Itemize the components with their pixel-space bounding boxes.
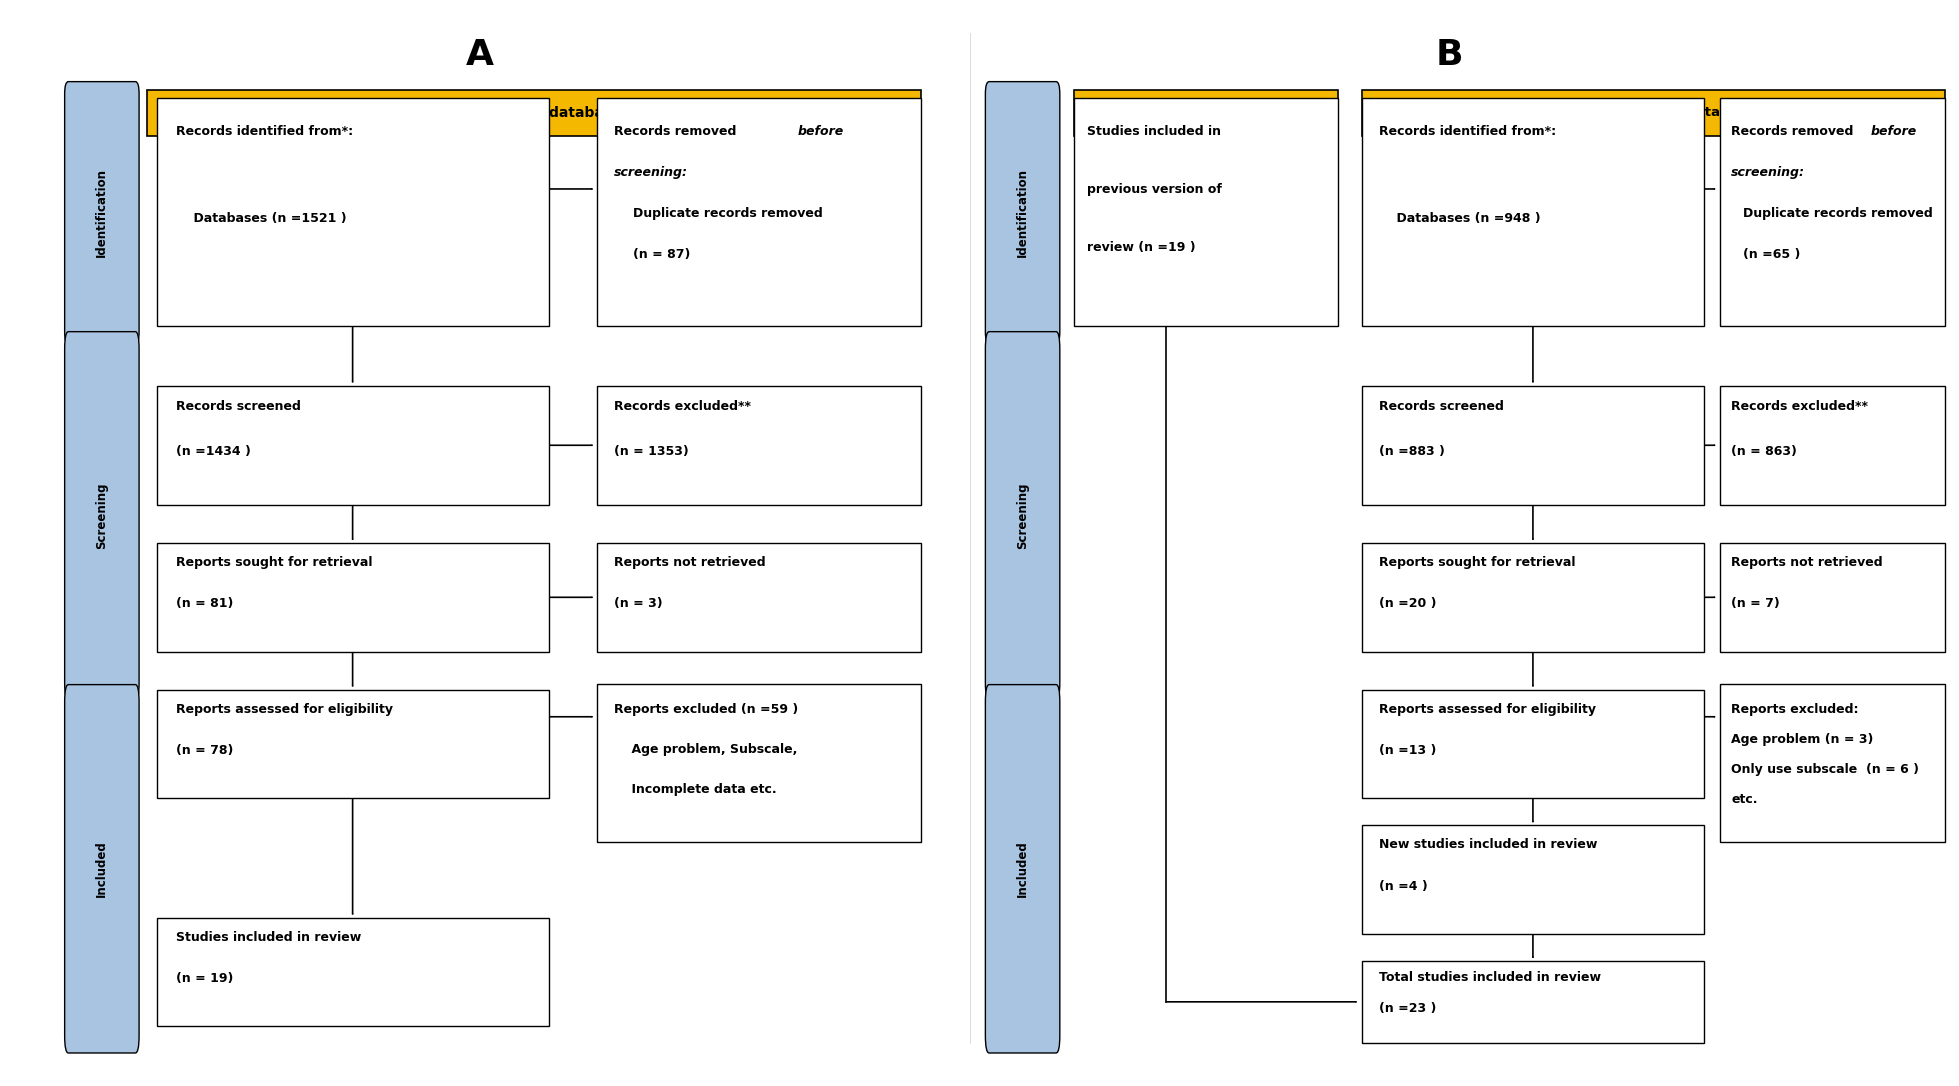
Text: Records excluded**: Records excluded** (613, 400, 750, 413)
FancyBboxPatch shape (157, 918, 549, 1026)
Text: Identification of new studies via databases and registers: Identification of new studies via databa… (1440, 106, 1867, 119)
Text: Duplicate records removed: Duplicate records removed (633, 207, 823, 220)
FancyBboxPatch shape (65, 684, 139, 1053)
Text: A: A (466, 38, 494, 72)
FancyBboxPatch shape (985, 331, 1060, 700)
Text: Records excluded**: Records excluded** (1732, 400, 1869, 413)
Text: (n =13 ): (n =13 ) (1379, 744, 1436, 757)
Text: etc.: etc. (1732, 793, 1757, 806)
Text: (n = 7): (n = 7) (1732, 597, 1781, 610)
Text: (n =65 ): (n =65 ) (1744, 249, 1800, 262)
FancyBboxPatch shape (65, 331, 139, 700)
FancyBboxPatch shape (147, 90, 921, 136)
FancyBboxPatch shape (1074, 90, 1338, 136)
Text: (n =23 ): (n =23 ) (1379, 1001, 1436, 1014)
Text: Reports sought for retrieval: Reports sought for retrieval (1379, 556, 1575, 569)
Text: Identification: Identification (96, 168, 108, 257)
FancyBboxPatch shape (597, 386, 921, 505)
Text: Incomplete data etc.: Incomplete data etc. (613, 783, 776, 796)
Text: Reports sought for retrieval: Reports sought for retrieval (176, 556, 372, 569)
Text: Reports not retrieved: Reports not retrieved (1732, 556, 1883, 569)
Text: Studies included in: Studies included in (1087, 125, 1220, 138)
Text: previous version of: previous version of (1087, 182, 1222, 195)
FancyBboxPatch shape (1362, 98, 1704, 326)
FancyBboxPatch shape (985, 81, 1060, 344)
Text: (n = 19): (n = 19) (176, 972, 233, 985)
FancyBboxPatch shape (597, 543, 921, 652)
Text: before: before (1871, 125, 1918, 138)
Text: review (n =19 ): review (n =19 ) (1087, 241, 1195, 254)
Text: Reports excluded (n =59 ): Reports excluded (n =59 ) (613, 703, 797, 716)
Text: Databases (n =1521 ): Databases (n =1521 ) (176, 212, 347, 225)
Text: before: before (797, 125, 844, 138)
FancyBboxPatch shape (597, 98, 921, 326)
Text: (n =20 ): (n =20 ) (1379, 597, 1436, 610)
Text: Records screened: Records screened (176, 400, 302, 413)
FancyBboxPatch shape (1720, 684, 1945, 842)
Text: (n = 81): (n = 81) (176, 597, 233, 610)
FancyBboxPatch shape (1362, 690, 1704, 798)
Text: Previous studies: Previous studies (1144, 106, 1267, 119)
Text: Studies included in review: Studies included in review (176, 931, 362, 944)
Text: Included: Included (1017, 841, 1028, 897)
FancyBboxPatch shape (1720, 386, 1945, 505)
Text: Identification of studies via databases and registers: Identification of studies via databases … (329, 106, 739, 119)
FancyBboxPatch shape (157, 690, 549, 798)
Text: Reports not retrieved: Reports not retrieved (613, 556, 766, 569)
Text: (n = 87): (n = 87) (633, 249, 690, 262)
Text: Records identified from*:: Records identified from*: (1379, 125, 1555, 138)
Text: Total studies included in review: Total studies included in review (1379, 971, 1601, 984)
Text: Records screened: Records screened (1379, 400, 1503, 413)
FancyBboxPatch shape (1362, 543, 1704, 652)
FancyBboxPatch shape (985, 684, 1060, 1053)
FancyBboxPatch shape (597, 684, 921, 842)
Text: Records removed: Records removed (1732, 125, 1857, 138)
Text: Screening: Screening (1017, 482, 1028, 550)
Text: Included: Included (96, 841, 108, 897)
Text: Identification: Identification (1017, 168, 1028, 257)
Text: (n =883 ): (n =883 ) (1379, 445, 1444, 458)
Text: (n = 1353): (n = 1353) (613, 445, 688, 458)
Text: B: B (1436, 38, 1463, 72)
FancyBboxPatch shape (157, 386, 549, 505)
FancyBboxPatch shape (1362, 386, 1704, 505)
Text: Reports assessed for eligibility: Reports assessed for eligibility (1379, 703, 1597, 716)
Text: (n =4 ): (n =4 ) (1379, 880, 1428, 893)
Text: Reports assessed for eligibility: Reports assessed for eligibility (176, 703, 394, 716)
Text: screening:: screening: (1732, 166, 1806, 179)
Text: New studies included in review: New studies included in review (1379, 838, 1597, 851)
Text: (n = 863): (n = 863) (1732, 445, 1796, 458)
FancyBboxPatch shape (1074, 98, 1338, 326)
FancyBboxPatch shape (1720, 98, 1945, 326)
FancyBboxPatch shape (1720, 543, 1945, 652)
Text: Age problem (n = 3): Age problem (n = 3) (1732, 733, 1873, 746)
Text: (n = 78): (n = 78) (176, 744, 233, 757)
Text: Records identified from*:: Records identified from*: (176, 125, 353, 138)
Text: screening:: screening: (613, 166, 688, 179)
Text: Reports excluded:: Reports excluded: (1732, 703, 1859, 716)
FancyBboxPatch shape (65, 81, 139, 344)
Text: Screening: Screening (96, 482, 108, 550)
FancyBboxPatch shape (157, 98, 549, 326)
FancyBboxPatch shape (1362, 825, 1704, 934)
Text: Duplicate records removed: Duplicate records removed (1744, 207, 1932, 220)
Text: (n =1434 ): (n =1434 ) (176, 445, 251, 458)
Text: Only use subscale  (n = 6 ): Only use subscale (n = 6 ) (1732, 762, 1920, 775)
FancyBboxPatch shape (1362, 961, 1704, 1043)
FancyBboxPatch shape (157, 543, 549, 652)
FancyBboxPatch shape (1362, 90, 1945, 136)
Text: Age problem, Subscale,: Age problem, Subscale, (613, 743, 797, 756)
Text: Databases (n =948 ): Databases (n =948 ) (1379, 212, 1540, 225)
Text: (n = 3): (n = 3) (613, 597, 662, 610)
Text: Records removed: Records removed (613, 125, 741, 138)
